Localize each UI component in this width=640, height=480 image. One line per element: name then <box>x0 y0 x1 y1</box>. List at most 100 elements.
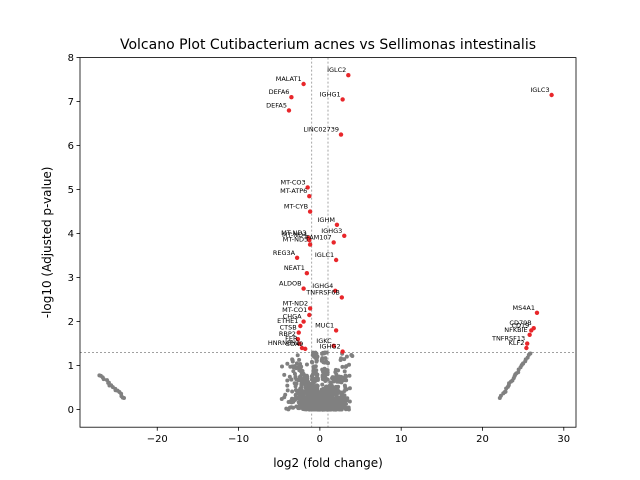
nonsignificant-point <box>282 372 287 377</box>
nonsignificant-point <box>293 375 298 380</box>
nonsignificant-point <box>340 378 345 383</box>
y-tick-label: 8 <box>68 53 74 64</box>
significant-point <box>289 95 294 100</box>
nonsignificant-point <box>342 383 347 388</box>
point-label: IGHG3 <box>321 227 342 235</box>
point-label: ALDOB <box>279 280 302 288</box>
significant-point <box>296 330 301 335</box>
y-tick-label: 4 <box>68 229 74 240</box>
nonsignificant-point <box>296 400 301 405</box>
nonsignificant-point <box>347 362 352 367</box>
significant-point <box>524 345 529 351</box>
significant-point <box>294 255 300 260</box>
x-tick-label: −20 <box>147 434 168 445</box>
nonsignificant-point <box>285 378 290 383</box>
significant-point <box>307 209 313 214</box>
point-label: MUC1 <box>315 321 334 329</box>
nonsignificant-point <box>285 361 290 366</box>
nonsignificant-point <box>347 386 352 391</box>
significant-point <box>301 319 306 324</box>
nonsignificant-point <box>333 367 338 372</box>
x-tick-label: 20 <box>476 434 489 445</box>
nonsignificant-point <box>295 353 300 358</box>
nonsignificant-point <box>280 364 285 369</box>
x-axis-ticks: −20 −10 0 10 20 30 <box>147 427 570 445</box>
point-label: FAM107 <box>306 233 332 241</box>
nonsignificant-point <box>344 354 349 359</box>
significant-point <box>297 341 302 346</box>
significant-point <box>525 341 530 346</box>
nonsignificant-point <box>283 392 288 397</box>
significant-point <box>342 233 347 238</box>
nonsignificant-point <box>311 395 316 400</box>
nonsignificant-point <box>342 389 347 394</box>
nonsignificant-point <box>324 368 329 373</box>
significant-point <box>331 343 336 348</box>
significant-point <box>307 242 313 247</box>
nonsignificant-point <box>307 390 312 395</box>
x-tick-label: 10 <box>395 434 408 445</box>
point-label: CD19 <box>511 321 529 329</box>
significant-point <box>333 288 338 293</box>
nonsignificant-point <box>344 396 349 401</box>
nonsignificant-point <box>292 381 297 386</box>
point-label: IGHG1 <box>320 90 341 98</box>
point-label: FER <box>285 335 298 343</box>
nonsignificant-point <box>320 382 325 387</box>
nonsignificant-point <box>279 397 284 402</box>
y-tick-label: 2 <box>68 317 74 328</box>
nonsignificant-point <box>297 404 302 409</box>
nonsignificant-point <box>287 374 292 379</box>
nonsignificant-point <box>286 399 291 404</box>
nonsignificant-point <box>290 359 295 364</box>
point-label: IGHM <box>317 216 334 224</box>
point-label: CD79B <box>509 319 531 327</box>
nonsignificant-point <box>122 396 127 401</box>
significant-point <box>307 194 312 199</box>
nonsignificant-point <box>310 353 315 358</box>
point-label: DEFA5 <box>266 101 287 109</box>
nonsignificant-point <box>285 383 290 388</box>
point-label: TNFRSF13 <box>491 335 525 343</box>
nonsignificant-point <box>101 377 106 382</box>
point-label: NFKBIE <box>504 326 527 334</box>
nonsignificant-point <box>503 389 508 394</box>
significant-point <box>529 328 534 333</box>
nonsignificant-point <box>339 392 344 397</box>
nonsignificant-point <box>290 396 295 401</box>
significant-point <box>298 323 303 329</box>
nonsignificant-point <box>324 359 329 364</box>
significant-point <box>286 108 292 113</box>
point-label: MT-ND3 <box>281 229 306 237</box>
nonsignificant-point <box>292 371 297 376</box>
nonsignificant-point <box>305 380 310 385</box>
nonsignificant-point <box>311 381 316 386</box>
significant-point <box>527 332 532 337</box>
point-label: IGLC3 <box>530 86 549 94</box>
point-label: SOX9 <box>286 340 303 348</box>
nonsignificant-point <box>304 385 309 390</box>
point-label: DEFA6 <box>269 88 290 96</box>
point-label: RBP2 <box>279 330 296 338</box>
point-label: MT-ATP6 <box>280 187 307 195</box>
point-label: KLF2 <box>509 339 525 347</box>
point-label: IGHG4 <box>312 282 333 290</box>
nonsignificant-point <box>332 405 337 410</box>
point-label: REG3A <box>273 249 296 257</box>
point-label: IGLC1 <box>315 251 334 259</box>
nonsignificant-point <box>323 384 328 389</box>
significant-point <box>340 97 345 102</box>
significant-point <box>346 73 351 78</box>
nonsignificant-point <box>294 366 299 371</box>
nonsignificant-point <box>294 388 299 393</box>
nonsignificant-point <box>304 362 309 367</box>
significant-point <box>295 337 301 342</box>
nonsignificant-point <box>335 385 340 390</box>
nonsignificant-point <box>329 383 334 388</box>
nonsignificant-point <box>339 356 344 361</box>
nonsignificant-point <box>340 364 345 369</box>
nonsignificant-point <box>302 398 307 403</box>
nonsignificant-point <box>298 362 303 367</box>
point-label: TNFRSF6B <box>305 288 340 296</box>
nonsignificant-point <box>288 364 293 369</box>
